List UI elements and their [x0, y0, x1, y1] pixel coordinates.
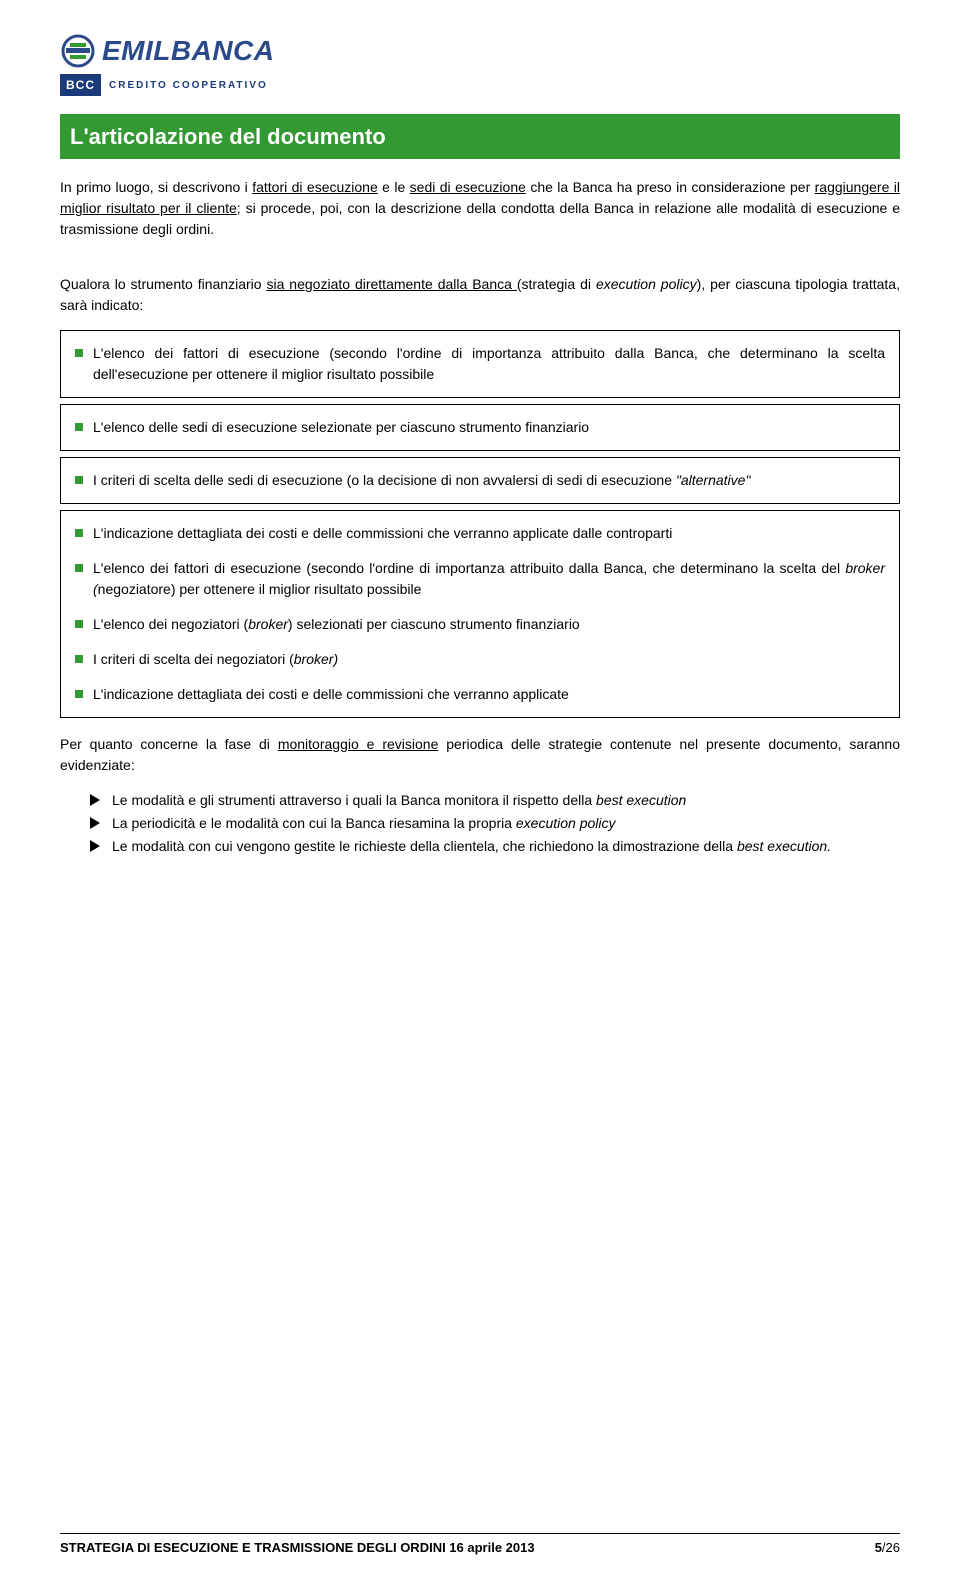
bullet-text: I criteri di scelta delle sedi di esecuz… [93, 470, 885, 491]
page-total: /26 [882, 1540, 900, 1555]
triangle-bullet-icon [90, 817, 100, 829]
intro-paragraph-2: Qualora lo strumento finanziario sia neg… [60, 274, 900, 316]
underlined-text: fattori di esecuzione [252, 179, 378, 195]
logo-line2: BCC CREDITO COOPERATIVO [60, 74, 900, 96]
bullet-row: L'elenco dei fattori di esecuzione (seco… [75, 558, 885, 600]
bullet-text: L'indicazione dettagliata dei costi e de… [93, 523, 885, 544]
bullet-row: L'indicazione dettagliata dei costi e de… [75, 684, 885, 705]
text: La periodicità e le modalità con cui la … [112, 815, 516, 831]
text: Le modalità e gli strumenti attraverso i… [112, 792, 596, 808]
bullet-row: I criteri di scelta delle sedi di esecuz… [75, 470, 885, 491]
text: negoziatore) per ottenere il miglior ris… [98, 581, 422, 597]
list-item: La periodicità e le modalità con cui la … [90, 813, 900, 834]
underlined-text: sedi di esecuzione [410, 179, 526, 195]
logo-line1: EMILBANCA [60, 30, 900, 72]
underlined-text: sia negoziato direttamente dalla Banca [266, 276, 516, 292]
bullet-text: L'elenco dei fattori di esecuzione (seco… [93, 558, 885, 600]
bullet-row: I criteri di scelta dei negoziatori (bro… [75, 649, 885, 670]
italic-text: "alternative" [676, 472, 751, 488]
italic-text: best execution [596, 792, 686, 808]
square-bullet-icon [75, 620, 83, 628]
document-page: EMILBANCA BCC CREDITO COOPERATIVO L'arti… [0, 0, 960, 1577]
bullet-box: I criteri di scelta delle sedi di esecuz… [60, 457, 900, 504]
bullet-box: L'elenco delle sedi di esecuzione selezi… [60, 404, 900, 451]
square-bullet-icon [75, 690, 83, 698]
square-bullet-icon [75, 655, 83, 663]
bullet-text: L'elenco delle sedi di esecuzione selezi… [93, 417, 885, 438]
italic-text: broker [248, 616, 288, 632]
text: Per quanto concerne la fase di [60, 736, 278, 752]
square-bullet-icon [75, 564, 83, 572]
footer-title: STRATEGIA DI ESECUZIONE E TRASMISSIONE D… [60, 1538, 535, 1558]
logo-area: EMILBANCA BCC CREDITO COOPERATIVO [60, 30, 900, 96]
triangle-list: Le modalità e gli strumenti attraverso i… [60, 790, 900, 857]
text: che la Banca ha preso in considerazione … [526, 179, 815, 195]
square-bullet-icon [75, 476, 83, 484]
bullet-row: L'elenco dei negoziatori (broker) selezi… [75, 614, 885, 635]
bullet-text: L'elenco dei fattori di esecuzione (seco… [93, 343, 885, 385]
text: L'elenco dei negoziatori ( [93, 616, 248, 632]
bullet-text: I criteri di scelta dei negoziatori (bro… [93, 649, 885, 670]
underlined-text: monitoraggio e revisione [278, 736, 439, 752]
page-footer: STRATEGIA DI ESECUZIONE E TRASMISSIONE D… [60, 1533, 900, 1558]
bullet-box: L'indicazione dettagliata dei costi e de… [60, 510, 900, 718]
credito-cooperativo-text: CREDITO COOPERATIVO [109, 78, 268, 93]
bullet-row: L'elenco delle sedi di esecuzione selezi… [75, 417, 885, 438]
emilbanca-logo-icon [60, 33, 96, 69]
text: Le modalità con cui vengono gestite le r… [112, 838, 737, 854]
text: I criteri di scelta delle sedi di esecuz… [93, 472, 676, 488]
square-bullet-icon [75, 529, 83, 537]
list-item: Le modalità e gli strumenti attraverso i… [90, 790, 900, 811]
italic-text: broker) [294, 651, 338, 667]
page-current: 5 [875, 1540, 882, 1555]
list-text: Le modalità e gli strumenti attraverso i… [112, 790, 686, 811]
bcc-badge: BCC [60, 74, 101, 96]
triangle-bullet-icon [90, 840, 100, 852]
text: L'elenco dei fattori di esecuzione (seco… [93, 560, 845, 576]
triangle-bullet-icon [90, 794, 100, 806]
italic-text: best execution. [737, 838, 831, 854]
text: e le [378, 179, 410, 195]
text: (strategia di [517, 276, 596, 292]
intro-paragraph-1: In primo luogo, si descrivono i fattori … [60, 177, 900, 240]
italic-text: execution policy [596, 276, 697, 292]
list-item: Le modalità con cui vengono gestite le r… [90, 836, 900, 857]
square-bullet-icon [75, 349, 83, 357]
section-header: L'articolazione del documento [60, 114, 900, 159]
bullet-text: L'elenco dei negoziatori (broker) selezi… [93, 614, 885, 635]
list-text: La periodicità e le modalità con cui la … [112, 813, 616, 834]
text: I criteri di scelta dei negoziatori ( [93, 651, 294, 667]
square-bullet-icon [75, 423, 83, 431]
logo-brand-text: EMILBANCA [102, 30, 275, 72]
spacer [60, 254, 900, 274]
footer-page-number: 5/26 [875, 1538, 900, 1558]
after-paragraph: Per quanto concerne la fase di monitorag… [60, 734, 900, 776]
bullet-text: L'indicazione dettagliata dei costi e de… [93, 684, 885, 705]
text: Qualora lo strumento finanziario [60, 276, 266, 292]
list-text: Le modalità con cui vengono gestite le r… [112, 836, 831, 857]
italic-text: execution policy [516, 815, 616, 831]
bullet-row: L'indicazione dettagliata dei costi e de… [75, 523, 885, 544]
text: In primo luogo, si descrivono i [60, 179, 252, 195]
text: ) selezionati per ciascuno strumento fin… [288, 616, 580, 632]
bullet-row: L'elenco dei fattori di esecuzione (seco… [75, 343, 885, 385]
bullet-box: L'elenco dei fattori di esecuzione (seco… [60, 330, 900, 398]
